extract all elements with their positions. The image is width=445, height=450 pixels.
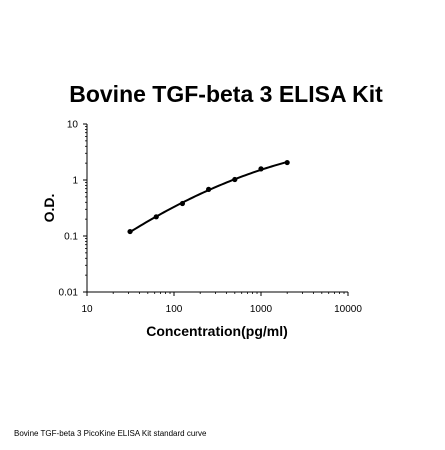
x-tick-label: 10000 <box>334 304 362 315</box>
figure-caption: Bovine TGF-beta 3 PicoKine ELISA Kit sta… <box>14 429 206 438</box>
y-tick-label: 10 <box>67 120 79 131</box>
data-points <box>127 160 289 234</box>
axes <box>87 124 348 292</box>
data-point <box>285 160 290 165</box>
y-tick-label: 0.1 <box>64 232 78 243</box>
data-point <box>206 187 211 192</box>
data-point <box>180 201 185 206</box>
x-axis-label: Concentration(pg/ml) <box>146 323 288 339</box>
y-tick-label: 0.01 <box>59 288 79 299</box>
y-axis-label: O.D. <box>41 194 57 223</box>
chart-title: Bovine TGF-beta 3 ELISA Kit <box>69 81 383 107</box>
fitted-curve <box>130 162 287 232</box>
x-tick-label: 1000 <box>250 304 273 315</box>
y-ticks: 0.01 0.1 1 10 <box>59 120 87 299</box>
x-ticks: 10 100 1000 10000 <box>81 292 362 315</box>
y-tick-label: 1 <box>72 176 78 187</box>
data-point <box>154 214 159 219</box>
data-point <box>258 166 263 171</box>
data-point <box>232 177 237 182</box>
x-tick-label: 100 <box>166 304 183 315</box>
x-tick-label: 10 <box>81 304 93 315</box>
data-point <box>127 229 132 234</box>
